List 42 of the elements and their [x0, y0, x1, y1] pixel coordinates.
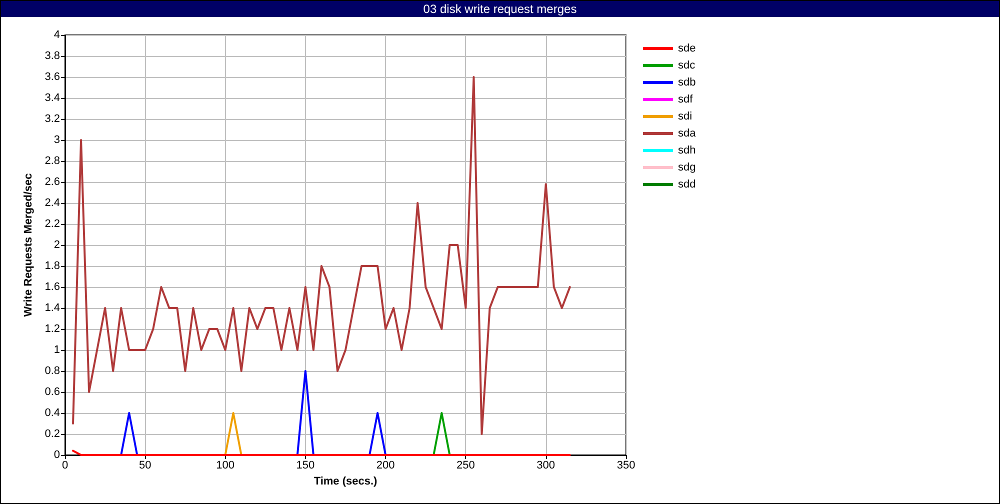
legend-label: sdh — [678, 144, 696, 156]
x-tick-label: 100 — [216, 460, 234, 472]
x-axis-title: Time (secs.) — [314, 475, 378, 488]
x-tick-label: 200 — [376, 460, 395, 472]
x-tick-label: 50 — [139, 460, 152, 472]
legend-label: sdb — [678, 76, 696, 88]
y-tick-label: 3.8 — [44, 50, 60, 62]
legend-label: sda — [678, 128, 697, 140]
legend-label: sdi — [678, 110, 692, 122]
legend-label: sdg — [678, 162, 696, 174]
y-tick-label: 4 — [54, 29, 60, 41]
y-tick-label: 3.4 — [44, 92, 60, 104]
y-tick-label: 0.2 — [44, 428, 60, 440]
y-tick-label: 0.6 — [44, 386, 60, 398]
x-tick-label: 350 — [616, 460, 636, 472]
y-tick-label: 2.8 — [44, 155, 60, 167]
y-tick-label: 1.6 — [44, 281, 60, 293]
y-tick-label: 2.2 — [44, 218, 60, 230]
x-tick-label: 250 — [456, 460, 475, 472]
y-axis-title: Write Requests Merged/sec — [22, 173, 34, 317]
y-tick-label: 1 — [54, 344, 60, 356]
y-tick-label: 0.8 — [44, 365, 60, 377]
y-tick-label: 0 — [54, 449, 60, 461]
y-tick-label: 2 — [54, 239, 60, 251]
y-tick-label: 1.2 — [44, 323, 60, 335]
y-tick-label: 3.2 — [44, 113, 60, 125]
legend-label: sde — [678, 42, 696, 54]
y-tick-label: 3 — [54, 134, 60, 146]
legend-label: sdc — [678, 60, 696, 72]
y-tick-label: 3.6 — [44, 71, 60, 83]
x-tick-label: 150 — [296, 460, 315, 472]
y-tick-label: 1.4 — [44, 302, 60, 314]
x-tick-label: 0 — [62, 460, 68, 472]
y-tick-label: 2.4 — [44, 197, 60, 209]
y-tick-label: 2.6 — [44, 176, 60, 188]
x-tick-label: 300 — [536, 460, 556, 472]
y-tick-label: 0.4 — [44, 407, 60, 419]
legend-label: sdd — [678, 178, 696, 190]
line-series — [72, 76, 571, 435]
legend-label: sdf — [678, 94, 694, 106]
y-tick-label: 1.8 — [44, 260, 60, 272]
chart-title: 03 disk write request merges — [423, 2, 577, 16]
